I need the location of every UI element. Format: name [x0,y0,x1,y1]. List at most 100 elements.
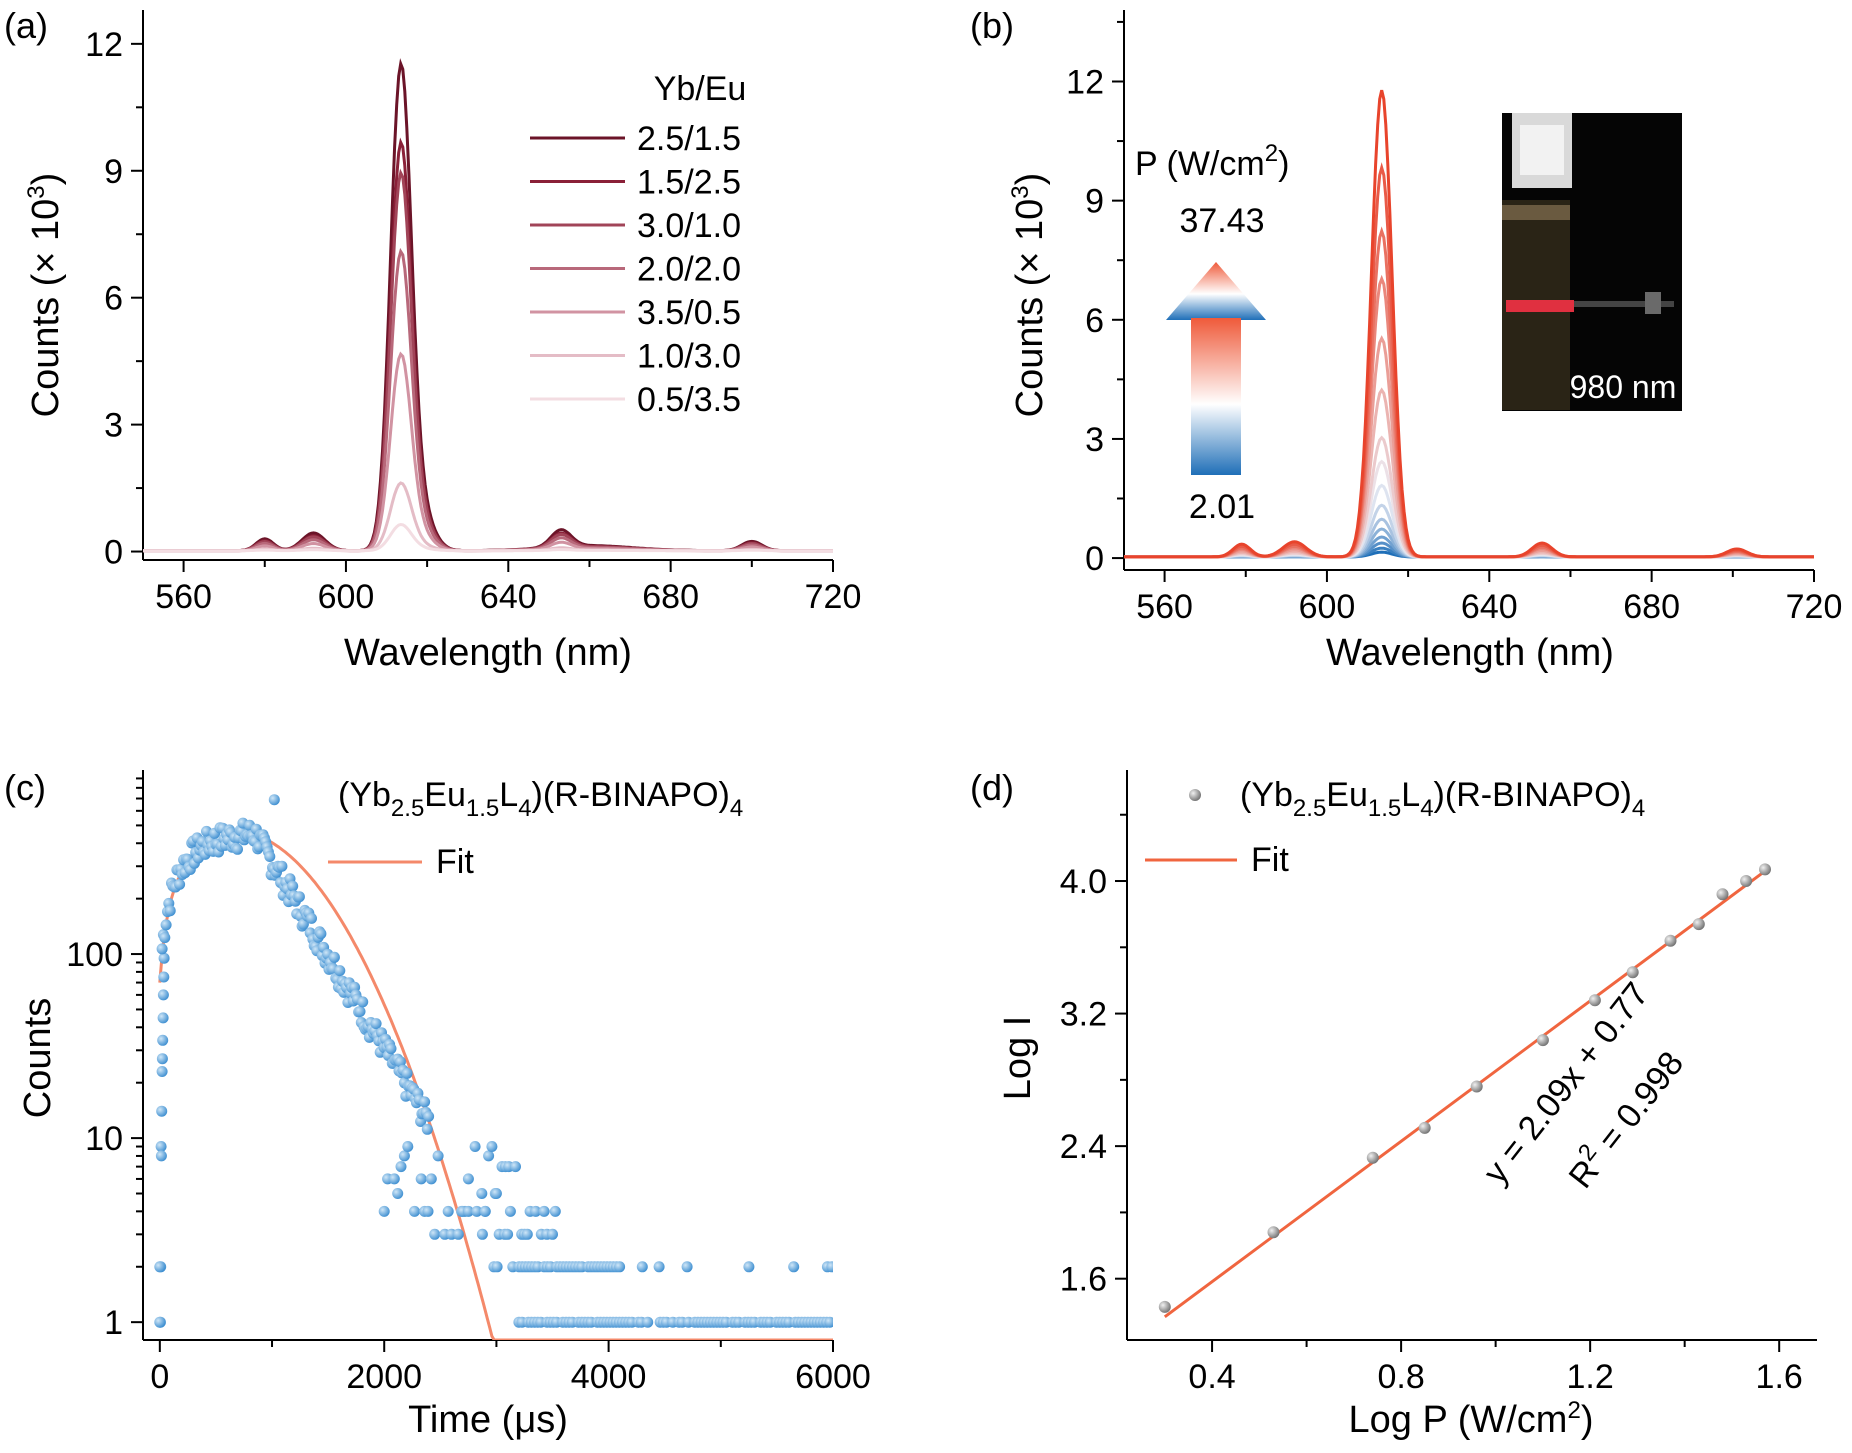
panel-d-ylabel: Log I [997,1016,1039,1101]
panel-d-equation: y = 2.09x + 0.77 [1476,975,1656,1191]
x-tick-label: 1.2 [1567,1358,1614,1396]
data-point [1626,966,1639,979]
data-point [306,912,317,924]
data-point [232,843,243,855]
data-point [521,1228,533,1240]
data-point [547,1228,558,1240]
data-point [156,1066,168,1077]
data-point [385,1043,397,1055]
panel-a-legend: 2.5/1.5 1.5/2.5 3.0/1.0 2.0/2.0 3.5/0.5 1.0/3… [530,120,741,419]
panel-c-label: (c) [4,767,46,808]
data-point [491,1261,503,1273]
data-point [158,952,170,964]
legend-label-1.5/2.5: 1.5/2.5 [637,164,741,202]
data-point [388,1173,400,1185]
data-point [421,1123,433,1135]
data-point [156,943,168,955]
data-point [159,932,171,944]
data-point [154,1316,166,1328]
data-point [442,1205,454,1217]
x-tick-label: 0.4 [1188,1358,1235,1396]
data-point [155,1150,167,1162]
data-point [1740,875,1753,887]
data-point [402,1141,414,1152]
data-point [264,851,276,862]
legend-label-2.5/1.5: 2.5/1.5 [637,120,741,158]
data-point [824,1316,833,1328]
data-point [614,1261,626,1273]
x-tick-label: 640 [480,578,537,616]
data-point [425,1173,437,1185]
panel-b-power-max: 37.43 [1179,202,1264,240]
y-tick-label: 2.4 [1060,1128,1107,1166]
x-tick-label: 720 [1786,588,1843,626]
panel-c: (c) 0 2000 4000 6000 1 10 100 Time (μs) Counts… [4,767,871,1441]
data-point [409,1205,420,1217]
panel-b-power-title: P (W/cm2) [1135,140,1289,183]
data-point [502,1228,514,1240]
series-line-1.0/3.0 [143,481,833,553]
legend-label-0.5/3.5: 0.5/3.5 [637,381,741,419]
data-point [530,1205,542,1217]
y-tick-label: 4.0 [1060,863,1107,901]
data-point [415,1173,427,1185]
inset-photo: 980 nm [1502,113,1682,411]
x-tick-label: 6000 [795,1358,871,1396]
panel-b-power-min: 2.01 [1189,488,1255,526]
x-tick-label: 560 [1136,588,1193,626]
inset-laser-label: 980 nm [1570,369,1677,405]
data-point [490,1188,502,1199]
legend-label-1.0/3.0: 1.0/3.0 [637,338,741,376]
data-point [157,1034,169,1046]
y-tick-label: 6 [104,280,123,318]
data-point [419,1096,431,1108]
panel-b-xlabel: Wavelength (nm) [1326,632,1614,674]
data-point [429,1228,441,1240]
x-tick-label: 4000 [571,1358,647,1396]
data-point [476,1188,488,1199]
data-point [549,1205,561,1217]
panel-a-axes [131,10,834,572]
x-tick-label: 560 [155,578,212,616]
data-point [642,1316,654,1328]
data-point [469,1141,481,1152]
y-tick-label: 12 [1066,63,1104,101]
panel-a-xlabel: Wavelength (nm) [344,632,632,674]
data-point [160,919,172,931]
y-tick-label: 1 [104,1304,123,1342]
panel-a: (a) 560 600 640 680 720 0 3 6 9 12 Wavelength (nm… [4,5,861,674]
data-point [1470,1080,1483,1093]
data-point [158,971,170,983]
data-point [354,1006,366,1017]
x-tick-label: 720 [805,578,862,616]
panel-a-series [143,58,833,553]
panel-c-legend: (Yb2.5Eu1.5L4)(R-BINAPO)4 Fit [328,776,743,881]
legend-label-3.5/0.5: 3.5/0.5 [637,294,741,332]
panel-d-xlabel: Log P (W/cm2) [1349,1397,1594,1441]
panel-d-tick-labels: 0.4 0.8 1.2 1.6 1.6 2.4 3.2 4.0 [1060,863,1803,1396]
data-point [164,905,176,917]
panel-b-tick-labels: 560 600 640 680 720 0 3 6 9 12 [1066,63,1842,626]
data-point [422,1205,434,1217]
panel-b: (b) 560 600 640 680 720 0 3 6 9 12 Wavelength (nm… [970,5,1842,674]
y-tick-label: 100 [66,936,123,974]
data-point [401,1067,413,1079]
y-tick-label: 6 [1085,302,1104,340]
panel-a-legend-title: Yb/Eu [654,70,747,108]
data-point [293,891,305,903]
data-point [462,1205,474,1217]
data-point [154,1261,166,1273]
panel-c-points [154,794,833,1340]
data-point [681,1261,693,1273]
data-point [423,1110,435,1122]
x-tick-label: 640 [1461,588,1518,626]
panel-d-axes [1115,770,1817,1352]
y-tick-label: 9 [1085,183,1104,221]
panel-b-ylabel: Counts (× 103) [1007,173,1051,418]
power-series-line [1124,89,1814,559]
data-point [826,1261,833,1273]
panel-d-plot [1158,863,1771,1319]
data-point [486,1141,498,1152]
data-point [1759,863,1771,876]
data-point [476,1228,488,1240]
